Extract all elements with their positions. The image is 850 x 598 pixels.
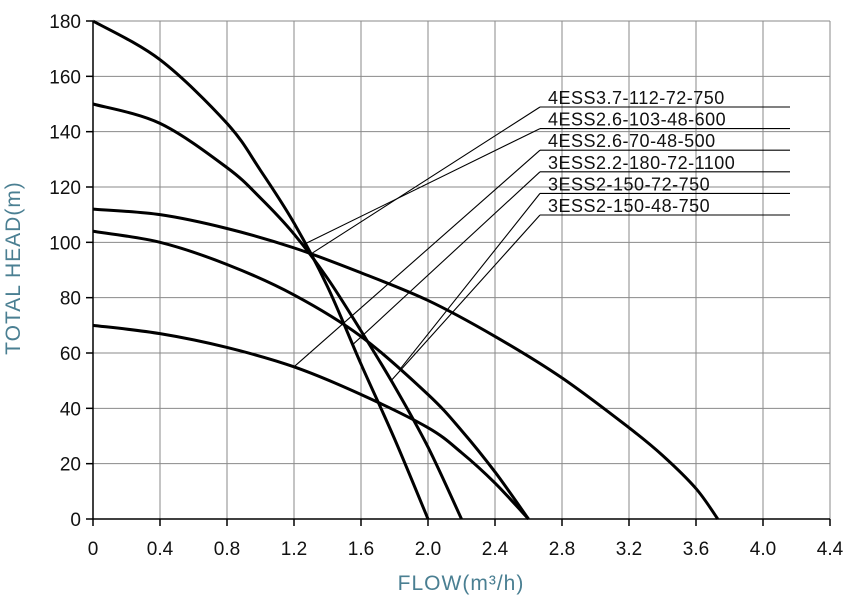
y-tick-label: 180	[49, 12, 81, 33]
x-tick-label: 0.8	[214, 539, 240, 560]
x-tick-label: 1.2	[281, 539, 307, 560]
y-tick-label: 140	[49, 123, 81, 144]
x-axis-title: FLOW(m³/h)	[398, 572, 525, 595]
callout-label: 4ESS2.6-70-48-500	[548, 131, 716, 151]
callout-leader	[310, 106, 541, 255]
y-tick-label: 60	[60, 344, 81, 365]
callout-leader	[399, 193, 541, 371]
callout-leader	[352, 171, 541, 346]
x-tick-label: 0.4	[147, 539, 174, 560]
callout-label: 4ESS3.7-112-72-750	[548, 88, 725, 108]
curve-3ESS2-150-72-750	[92, 229, 530, 520]
callout-label: 3ESS2.2-180-72-1100	[548, 153, 735, 173]
x-tick-label: 3.6	[683, 539, 709, 560]
y-tick-labels: 0 20 40 60 80 100 120 140 160 180	[49, 12, 81, 531]
y-tick-label: 40	[60, 399, 81, 420]
x-tick-label: 3.2	[616, 539, 642, 560]
y-tick-label: 100	[49, 233, 81, 254]
callout-label: 3ESS2-150-48-750	[548, 196, 710, 216]
x-tick-label: 2.4	[482, 539, 509, 560]
callout-leaders	[293, 106, 790, 382]
x-tick-label: 4.0	[750, 539, 776, 560]
curve-4ESS3.7-112-72-750	[92, 207, 720, 520]
y-tick-label: 160	[49, 67, 81, 88]
curve-3ESS2.2-180-72-1100	[92, 19, 430, 520]
x-tick-label: 4.4	[817, 539, 844, 560]
callout-leader	[293, 149, 541, 368]
x-tick-label: 1.6	[348, 539, 374, 560]
callout-label: 4ESS2.6-103-48-600	[548, 110, 726, 130]
y-tick-label: 120	[49, 178, 81, 199]
callout-leader	[302, 128, 541, 246]
x-tick-labels: 0 0.4 0.8 1.2 1.6 2.0 2.4 2.8 3.2 3.6 4.0 4.4	[88, 539, 844, 560]
y-axis-title: TOTAL HEAD(m)	[2, 181, 25, 355]
y-tick-label: 20	[60, 455, 81, 476]
x-tick-label: 0	[88, 539, 99, 560]
callout-leader	[390, 214, 541, 382]
y-tick-label: 80	[60, 289, 81, 310]
callout-label: 3ESS2-150-72-750	[548, 174, 710, 194]
curve-4ESS2.6-70-48-500	[92, 323, 530, 521]
y-tick-label: 0	[70, 510, 81, 531]
callout-labels: 4ESS3.7-112-72-7504ESS2.6-103-48-6004ESS…	[548, 88, 735, 216]
x-tick-label: 2.0	[415, 539, 441, 560]
x-tick-label: 2.8	[549, 539, 575, 560]
curve-4ESS2.6-103-48-600	[92, 102, 463, 520]
